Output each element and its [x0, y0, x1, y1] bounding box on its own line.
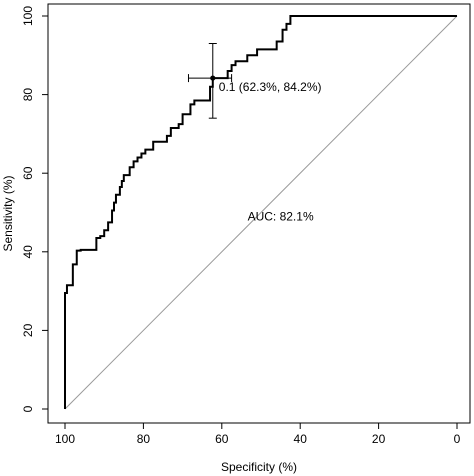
y-tick-label: 40: [21, 245, 35, 259]
threshold-point: [210, 75, 216, 81]
x-tick-label: 20: [372, 432, 386, 446]
auc-label: AUC: 82.1%: [248, 209, 314, 223]
x-tick-label: 80: [137, 432, 151, 446]
threshold-label: 0.1 (62.3%, 84.2%): [219, 80, 322, 94]
y-tick-label: 60: [21, 166, 35, 180]
y-tick-label: 20: [21, 323, 35, 337]
x-axis: 100 80 60 40 20 0: [55, 422, 461, 446]
y-axis-title: Sensitivity (%): [1, 175, 15, 251]
x-tick-label: 40: [294, 432, 308, 446]
y-axis: 0 20 40 60 80 100: [21, 6, 49, 412]
x-axis-title: Specificity (%): [221, 460, 297, 474]
y-tick-label: 80: [21, 88, 35, 102]
reference-diagonal: [64, 15, 458, 410]
x-tick-label: 100: [55, 432, 75, 446]
y-tick-label: 0: [21, 405, 35, 412]
x-tick-label: 0: [454, 432, 461, 446]
y-tick-label: 100: [21, 6, 35, 26]
roc-curve-line: [64, 15, 457, 409]
x-tick-label: 60: [215, 432, 229, 446]
